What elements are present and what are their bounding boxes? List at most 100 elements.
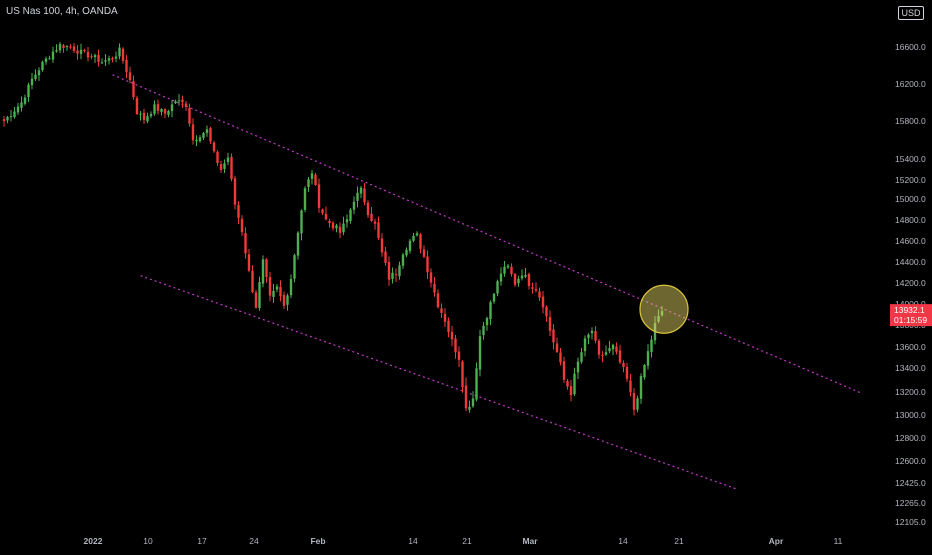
candle-body <box>153 104 156 114</box>
candle-body <box>646 351 650 366</box>
candle-body <box>93 55 97 58</box>
candle-body <box>41 61 44 71</box>
candle-body <box>296 232 300 256</box>
x-tick-label: 24 <box>249 536 259 546</box>
candle-body <box>450 331 454 340</box>
candle-body <box>433 283 436 293</box>
candle-body <box>387 261 391 280</box>
candle-body <box>408 240 412 251</box>
candle-body <box>618 350 622 363</box>
channel-lower-line[interactable] <box>140 275 736 490</box>
candle-body <box>146 116 149 122</box>
candle-body <box>548 317 552 331</box>
candle-body <box>541 296 545 308</box>
candle-body <box>310 173 314 179</box>
y-tick-label: 12600.0 <box>895 456 926 466</box>
candle-body <box>545 306 548 317</box>
candle-body <box>212 142 216 152</box>
candle-body <box>461 361 464 388</box>
price-tag-value: 13932.1 <box>894 305 925 315</box>
candle-body <box>181 99 184 103</box>
candle-body <box>223 163 226 169</box>
candle-body <box>72 46 76 51</box>
candle-body <box>272 290 275 297</box>
candle-body <box>100 62 104 64</box>
candle-body <box>524 274 527 277</box>
candle-body <box>520 275 524 279</box>
candle-body <box>13 111 16 118</box>
candle-body <box>279 286 282 297</box>
candle-body <box>559 352 562 363</box>
candle-body <box>370 213 373 221</box>
x-tick-label: Mar <box>522 536 538 546</box>
candle-body <box>125 59 128 73</box>
candle-body <box>555 343 559 352</box>
candle-body <box>9 116 13 118</box>
candle-body <box>202 132 205 138</box>
candle-body <box>216 151 219 163</box>
y-tick-label: 12800.0 <box>895 433 926 443</box>
candle-body <box>534 289 538 291</box>
candle-body <box>475 368 478 400</box>
candle-body <box>468 406 471 410</box>
candle-body <box>517 278 520 284</box>
y-tick-label: 13000.0 <box>895 410 926 420</box>
highlight-layer <box>639 284 689 334</box>
y-axis[interactable]: 16600.0 16200.0 15800.0 15400.0 15200.0 15000… <box>895 42 926 527</box>
candle-body <box>380 238 384 253</box>
y-tick-label: 13200.0 <box>895 387 926 397</box>
candle-body <box>328 220 331 224</box>
candle-body <box>345 219 349 223</box>
candle-body <box>16 106 20 113</box>
candle-body <box>244 233 247 254</box>
candle-body <box>338 226 342 233</box>
candle-body <box>440 308 443 313</box>
candle-body <box>118 47 121 57</box>
candle-body <box>419 234 422 249</box>
x-tick-label: Feb <box>310 536 325 546</box>
y-tick-label: 13600.0 <box>895 342 926 352</box>
candle-body <box>587 334 590 339</box>
candle-body <box>268 277 272 296</box>
candle-body <box>58 44 62 51</box>
candle-body <box>639 376 643 399</box>
breakout-highlight-circle[interactable] <box>639 284 689 334</box>
price-tag-countdown: 01:15:59 <box>894 315 927 325</box>
candle-body <box>293 255 296 279</box>
x-tick-label: 14 <box>618 536 628 546</box>
y-tick-label: 16600.0 <box>895 42 926 52</box>
candle-body <box>142 112 146 121</box>
candle-body <box>583 338 587 352</box>
candle-body <box>349 209 352 221</box>
candle-body <box>251 270 254 293</box>
candle-body <box>90 56 93 58</box>
channel-upper-line[interactable] <box>112 74 862 394</box>
price-tag-box <box>890 304 932 327</box>
candle-body <box>426 256 429 273</box>
candle-body <box>83 49 86 51</box>
y-tick-label: 12425.0 <box>895 478 926 488</box>
x-axis[interactable]: 2022 10 17 24 Feb 14 21 Mar 14 21 Apr 11 <box>84 536 843 546</box>
candle-body <box>660 311 664 316</box>
y-tick-label: 12105.0 <box>895 517 926 527</box>
candle-body <box>443 313 447 322</box>
x-tick-label: 2022 <box>84 536 103 546</box>
y-tick-label: 15000.0 <box>895 194 926 204</box>
candle-body <box>352 201 356 210</box>
candle-body <box>580 352 583 362</box>
candle-body <box>170 104 174 112</box>
candle-body <box>398 265 401 277</box>
candle-body <box>51 51 55 60</box>
currency-button[interactable]: USD <box>898 6 924 20</box>
candle-body <box>566 381 569 387</box>
candle-body <box>139 113 142 115</box>
candle-body <box>562 361 566 380</box>
candle-body <box>79 49 83 54</box>
candle-body <box>48 58 51 60</box>
candle-body <box>482 325 485 336</box>
candle-body <box>650 339 653 353</box>
candle-body <box>576 361 580 373</box>
x-tick-label: 14 <box>408 536 418 546</box>
